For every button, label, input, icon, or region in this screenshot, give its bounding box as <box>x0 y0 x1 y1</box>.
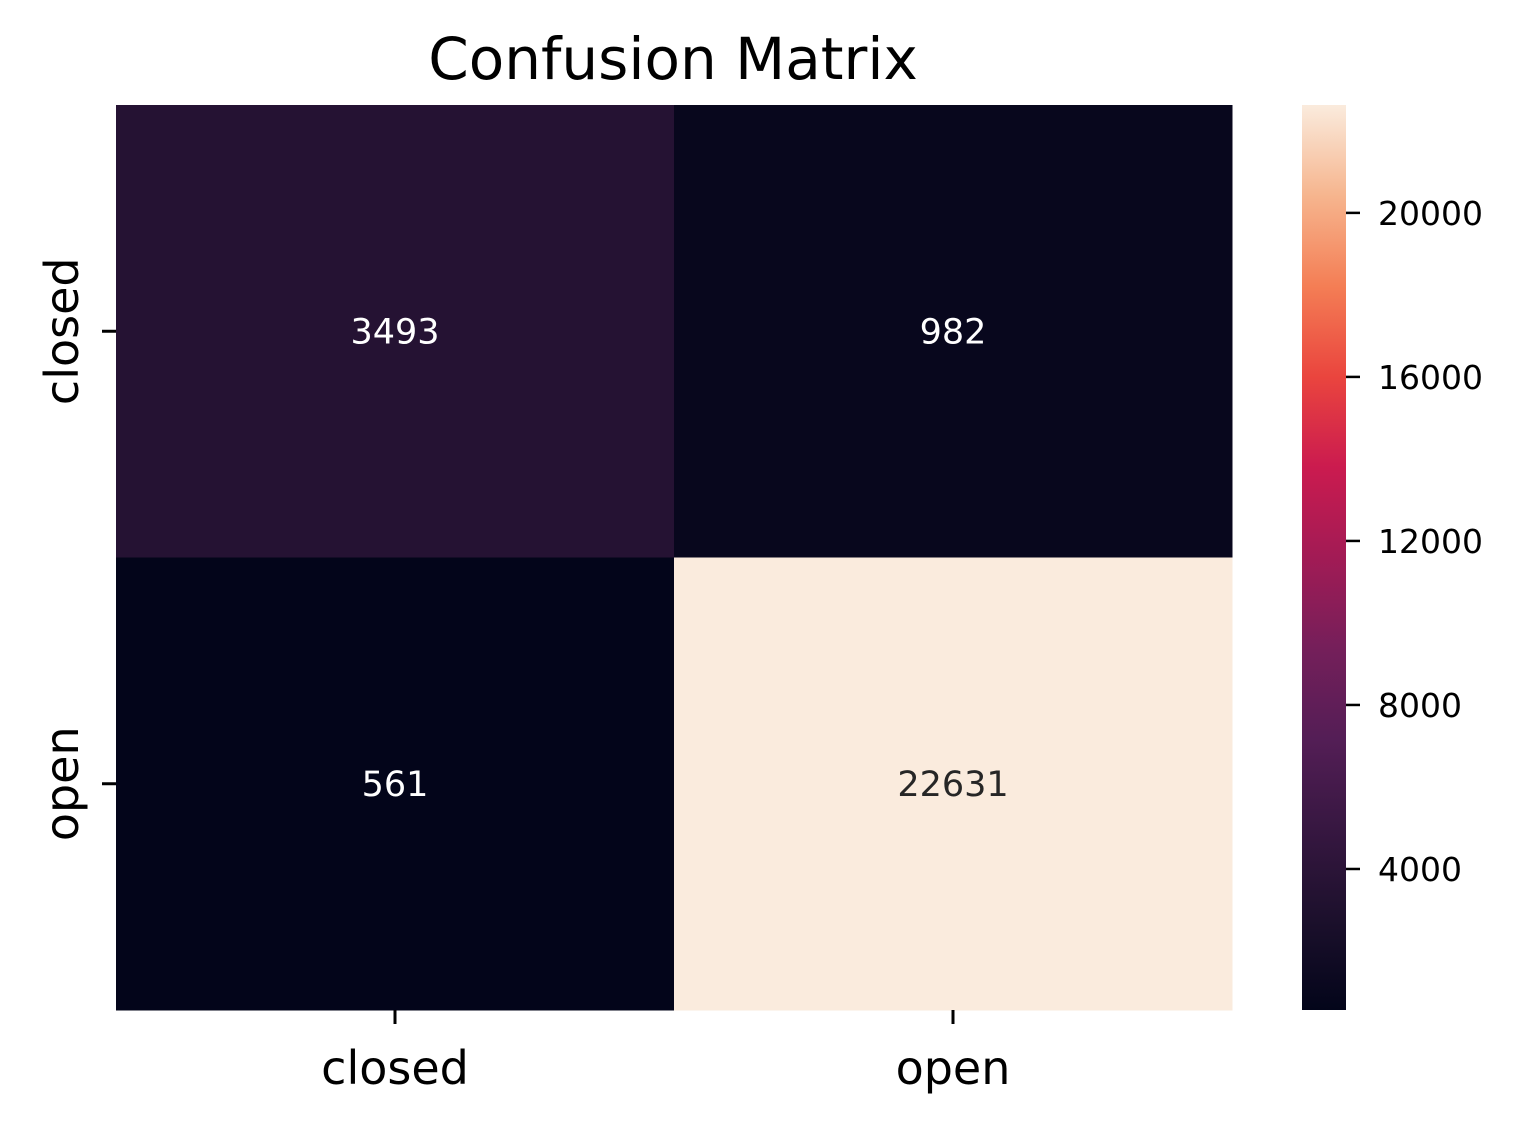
colorbar-tick-label: 8000 <box>1378 686 1462 725</box>
cell-value-label: 22631 <box>897 765 1008 805</box>
heatmap-cell-closed-open <box>674 105 1233 558</box>
y-axis: closed open <box>35 257 116 841</box>
x-axis: closed open <box>321 1010 1010 1095</box>
x-tick-label-open: open <box>896 1041 1011 1095</box>
cell-value-label: 982 <box>920 312 987 352</box>
colorbar-gradient <box>1302 105 1346 1010</box>
colorbar-tick-label: 4000 <box>1378 850 1462 889</box>
chart-title: Confusion Matrix <box>428 25 918 93</box>
x-tick-label-closed: closed <box>321 1041 469 1095</box>
heatmap-cells: 3493 982 561 22631 <box>116 105 1233 1011</box>
cell-value-label: 561 <box>362 765 429 805</box>
colorbar-tick-label: 12000 <box>1378 522 1483 561</box>
y-tick-label-closed: closed <box>35 257 89 405</box>
colorbar-ticks: 4000 8000 12000 16000 20000 <box>1346 194 1483 889</box>
heatmap-cell-closed-closed <box>116 105 675 558</box>
colorbar: 4000 8000 12000 16000 20000 <box>1302 105 1483 1010</box>
heatmap-cell-open-open <box>674 557 1233 1011</box>
cell-value-label: 3493 <box>350 312 439 352</box>
y-tick-label-open: open <box>35 726 89 841</box>
heatmap-cell-open-closed <box>116 557 675 1011</box>
colorbar-tick-label: 20000 <box>1378 194 1483 233</box>
colorbar-tick-label: 16000 <box>1378 358 1483 397</box>
